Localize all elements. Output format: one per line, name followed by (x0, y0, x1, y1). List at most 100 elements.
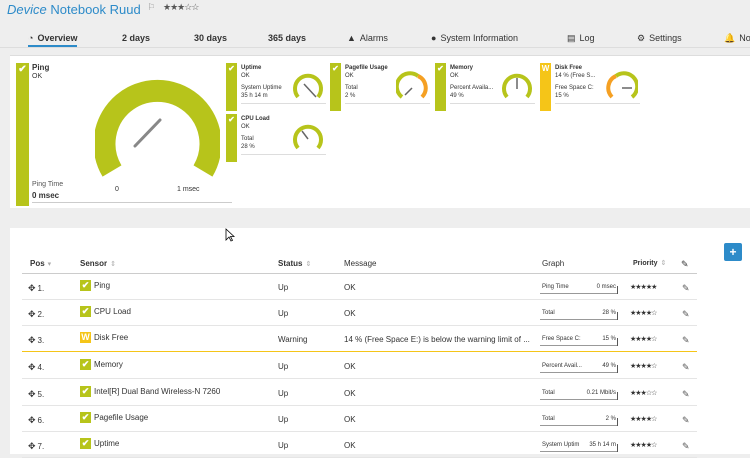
gauge-name: Uptime (241, 65, 262, 71)
tab-overview[interactable]: ◔ Overview (28, 33, 78, 47)
edit-columns-icon[interactable]: ✎ (681, 259, 689, 269)
bell-icon: 🔔 (724, 33, 736, 43)
column-header-pos[interactable]: Pos ▾ (30, 259, 52, 268)
gauge-channel: Free Space C: (555, 85, 594, 91)
edit-icon[interactable]: ✎ (682, 283, 690, 293)
ping-name[interactable]: Ping (32, 63, 50, 72)
gauge-value: 28 % (241, 144, 255, 150)
column-header-status[interactable]: Status ⇕ (278, 259, 312, 268)
priority-stars[interactable]: ★★★★★ (630, 284, 657, 291)
gear-icon: ⚙ (637, 33, 646, 43)
sensor-name-link[interactable]: Disk Free (94, 333, 129, 342)
check-icon: ✔ (80, 386, 91, 397)
check-icon: ✔ (228, 115, 235, 124)
table-row[interactable]: ✥ 3. W Disk Free Warning 14 % (Free Space … (22, 326, 697, 352)
mini-gauge (606, 71, 638, 99)
priority-stars[interactable]: ★★★★☆ (630, 310, 657, 317)
drag-handle-icon[interactable]: ✥ (28, 362, 36, 372)
gauge-name: Pagefile Usage (345, 65, 388, 71)
device-name: Notebook Ruud (50, 2, 141, 17)
edit-icon[interactable]: ✎ (682, 389, 690, 399)
drag-handle-icon[interactable]: ✥ (28, 441, 36, 451)
sparkline-graph: System Uptim 35 h 14 m (540, 438, 618, 452)
tab-log[interactable]: ▤ Log (567, 33, 595, 43)
tab-bar: ◔ Overview 2 days 30 days 365 days ▲ Alarm… (0, 30, 750, 48)
table-row[interactable]: ✥ 5. ✔ Intel[R] Dual Band Wireless-N 7260 … (22, 380, 697, 406)
tab-system-information[interactable]: ● System Information (431, 33, 518, 43)
drag-handle-icon[interactable]: ✥ (28, 389, 36, 399)
gauge-max-label: 1 msec (177, 186, 200, 193)
sensor-name-link[interactable]: Memory (94, 360, 123, 369)
mini-gauge (502, 73, 532, 99)
sensor-message: OK (344, 283, 356, 292)
table-row[interactable]: ✥ 1. ✔ Ping Up OK Ping Time 0 msec ★★★★★ ✎ (22, 274, 697, 300)
gauge-cpu-load[interactable]: ✔ CPU Load OK Total 28 % (226, 114, 326, 164)
edit-icon[interactable]: ✎ (682, 335, 690, 345)
sparkline-graph: Free Space C: 15 % (540, 332, 618, 346)
sensor-status: Up (278, 415, 289, 424)
column-header-priority[interactable]: Priority ⇕ (633, 260, 667, 267)
sensor-status: Warning (278, 335, 308, 344)
sensor-name-link[interactable]: CPU Load (94, 307, 131, 316)
divider (32, 202, 232, 203)
status-bar: ✔ (435, 63, 446, 111)
priority-stars[interactable]: ★★★★☆ (630, 416, 657, 423)
flag-icon[interactable]: ⚐ (147, 2, 156, 12)
ping-status-bar[interactable]: ✔ (16, 63, 29, 206)
table-row[interactable]: ✥ 2. ✔ CPU Load Up OK Total 28 % ★★★★☆ ✎ (22, 300, 697, 326)
drag-handle-icon[interactable]: ✥ (28, 335, 36, 345)
sensor-name-link[interactable]: Intel[R] Dual Band Wireless-N 7260 (94, 387, 221, 396)
sparkline-graph: Total 28 % (540, 306, 618, 320)
check-icon: ✔ (80, 438, 91, 449)
page-title: Device Notebook Ruud ⚐ ★★★☆☆ (7, 2, 199, 17)
drag-handle-icon[interactable]: ✥ (28, 415, 36, 425)
gauge-value: 15 % (555, 93, 569, 99)
tab-alarms[interactable]: ▲ Alarms (347, 33, 388, 43)
priority-stars[interactable]: ★★★★☆ (630, 363, 657, 370)
sensor-name-link[interactable]: Uptime (94, 439, 120, 448)
sparkline-graph: Ping Time 0 msec (540, 280, 618, 294)
overview-icon: ◔ (28, 33, 34, 43)
column-header-sensor[interactable]: Sensor ⇕ (80, 259, 116, 268)
priority-stars[interactable]: ★★★☆☆ (630, 390, 657, 397)
mini-gauge (293, 73, 323, 99)
table-row[interactable]: ✥ 7. ✔ Uptime Up OK System Uptim 35 h 14 m … (22, 432, 697, 458)
sensor-message: OK (344, 362, 356, 371)
gauge-status: OK (345, 73, 354, 79)
mini-gauge (293, 124, 323, 150)
add-sensor-button[interactable]: + (724, 243, 742, 261)
priority-stars[interactable]: ★★★★☆ (630, 442, 657, 449)
edit-icon[interactable]: ✎ (682, 362, 690, 372)
table-row[interactable]: ✥ 4. ✔ Memory Up OK Percent Avail... 49 % ★… (22, 353, 697, 379)
gauge-pagefile[interactable]: ✔ Pagefile Usage OK Total 2 % (330, 63, 430, 113)
tab-notifications[interactable]: 🔔 No (724, 33, 750, 43)
tab-30-days[interactable]: 30 days (194, 33, 228, 43)
sort-desc-icon: ▾ (47, 261, 52, 268)
sensor-status: Up (278, 441, 289, 450)
drag-handle-icon[interactable]: ✥ (28, 309, 36, 319)
priority-stars[interactable]: ★★★☆☆ (163, 2, 199, 12)
ping-channel-value: 0 msec (32, 191, 60, 200)
gauge-memory[interactable]: ✔ Memory OK Percent Availa... 49 % (435, 63, 535, 113)
tab-divider (0, 47, 750, 48)
tab-2-days[interactable]: 2 days (122, 33, 151, 43)
table-row[interactable]: ✥ 6. ✔ Pagefile Usage Up OK Total 2 % ★★★★☆… (22, 406, 697, 432)
sensor-name-link[interactable]: Ping (94, 281, 111, 290)
gauge-name: CPU Load (241, 116, 270, 122)
edit-icon[interactable]: ✎ (682, 441, 690, 451)
gauge-uptime[interactable]: ✔ Uptime OK System Uptime 35 h 14 m (226, 63, 326, 113)
tab-365-days[interactable]: 365 days (268, 33, 307, 43)
drag-handle-icon[interactable]: ✥ (28, 283, 36, 293)
tab-settings[interactable]: ⚙ Settings (637, 33, 682, 43)
edit-icon[interactable]: ✎ (682, 415, 690, 425)
gauge-disk-free[interactable]: W Disk Free 14 % (Free S... Free Space C… (540, 63, 640, 113)
sort-icon: ⇕ (305, 261, 312, 268)
header-divider (22, 273, 697, 274)
divider (241, 103, 326, 104)
mouse-cursor-icon (225, 228, 235, 242)
status-bar: ✔ (226, 63, 237, 111)
edit-icon[interactable]: ✎ (682, 309, 690, 319)
divider (450, 103, 535, 104)
priority-stars[interactable]: ★★★★☆ (630, 336, 657, 343)
sensor-name-link[interactable]: Pagefile Usage (94, 413, 149, 422)
